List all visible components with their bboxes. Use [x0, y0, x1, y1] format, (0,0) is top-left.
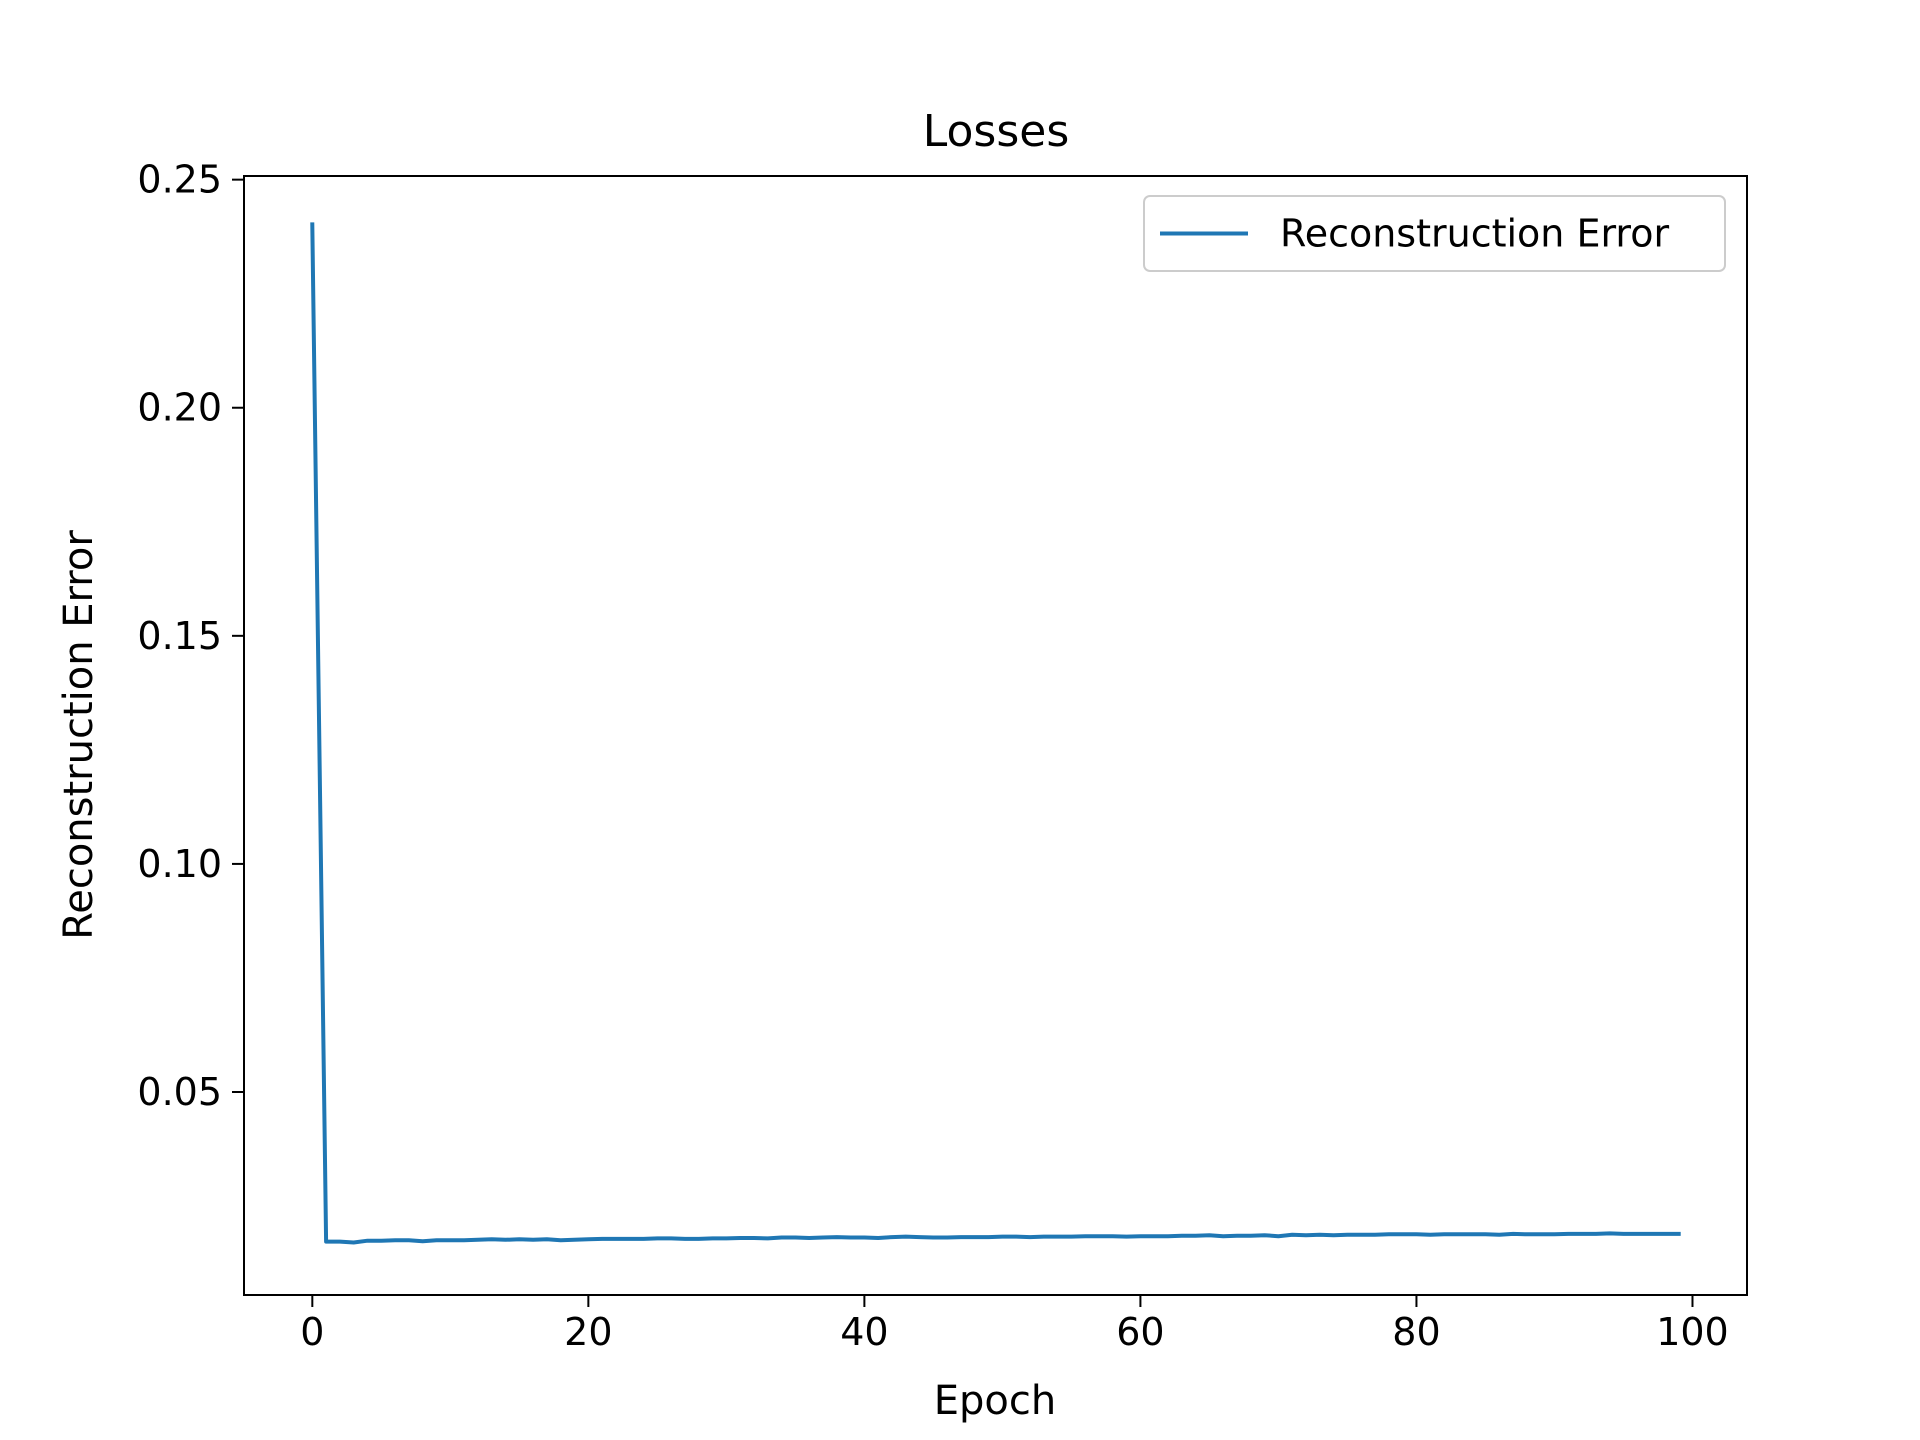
x-tick-label: 40	[840, 1310, 888, 1354]
x-axis-label: Epoch	[934, 1378, 1056, 1424]
legend-frame	[1143, 195, 1726, 272]
y-tick-label: 0.20	[137, 386, 222, 430]
y-tick-label: 0.10	[137, 842, 222, 886]
plot-area	[243, 175, 1748, 1296]
y-axis-label: Reconstruction Error	[56, 530, 102, 940]
axes-frame	[243, 175, 1748, 1296]
legend: Reconstruction Error	[1143, 195, 1726, 272]
chart-title: Losses	[923, 106, 1070, 157]
x-tick-label: 60	[1116, 1310, 1164, 1354]
x-tick-label: 100	[1656, 1310, 1729, 1354]
tick-group: 0 20 40 60 80 100 0.05 0.10 0.15 0.20 0.25	[137, 158, 1728, 1354]
series-line-0	[310, 222, 1681, 1245]
y-tick-label: 0.25	[137, 158, 222, 202]
x-tick-label: 0	[300, 1310, 324, 1354]
y-tick-label: 0.05	[137, 1070, 222, 1114]
y-tick-label: 0.15	[137, 614, 222, 658]
x-tick-label: 20	[564, 1310, 612, 1354]
x-tick-label: 80	[1392, 1310, 1440, 1354]
legend-entry-label: Reconstruction Error	[1280, 212, 1669, 256]
